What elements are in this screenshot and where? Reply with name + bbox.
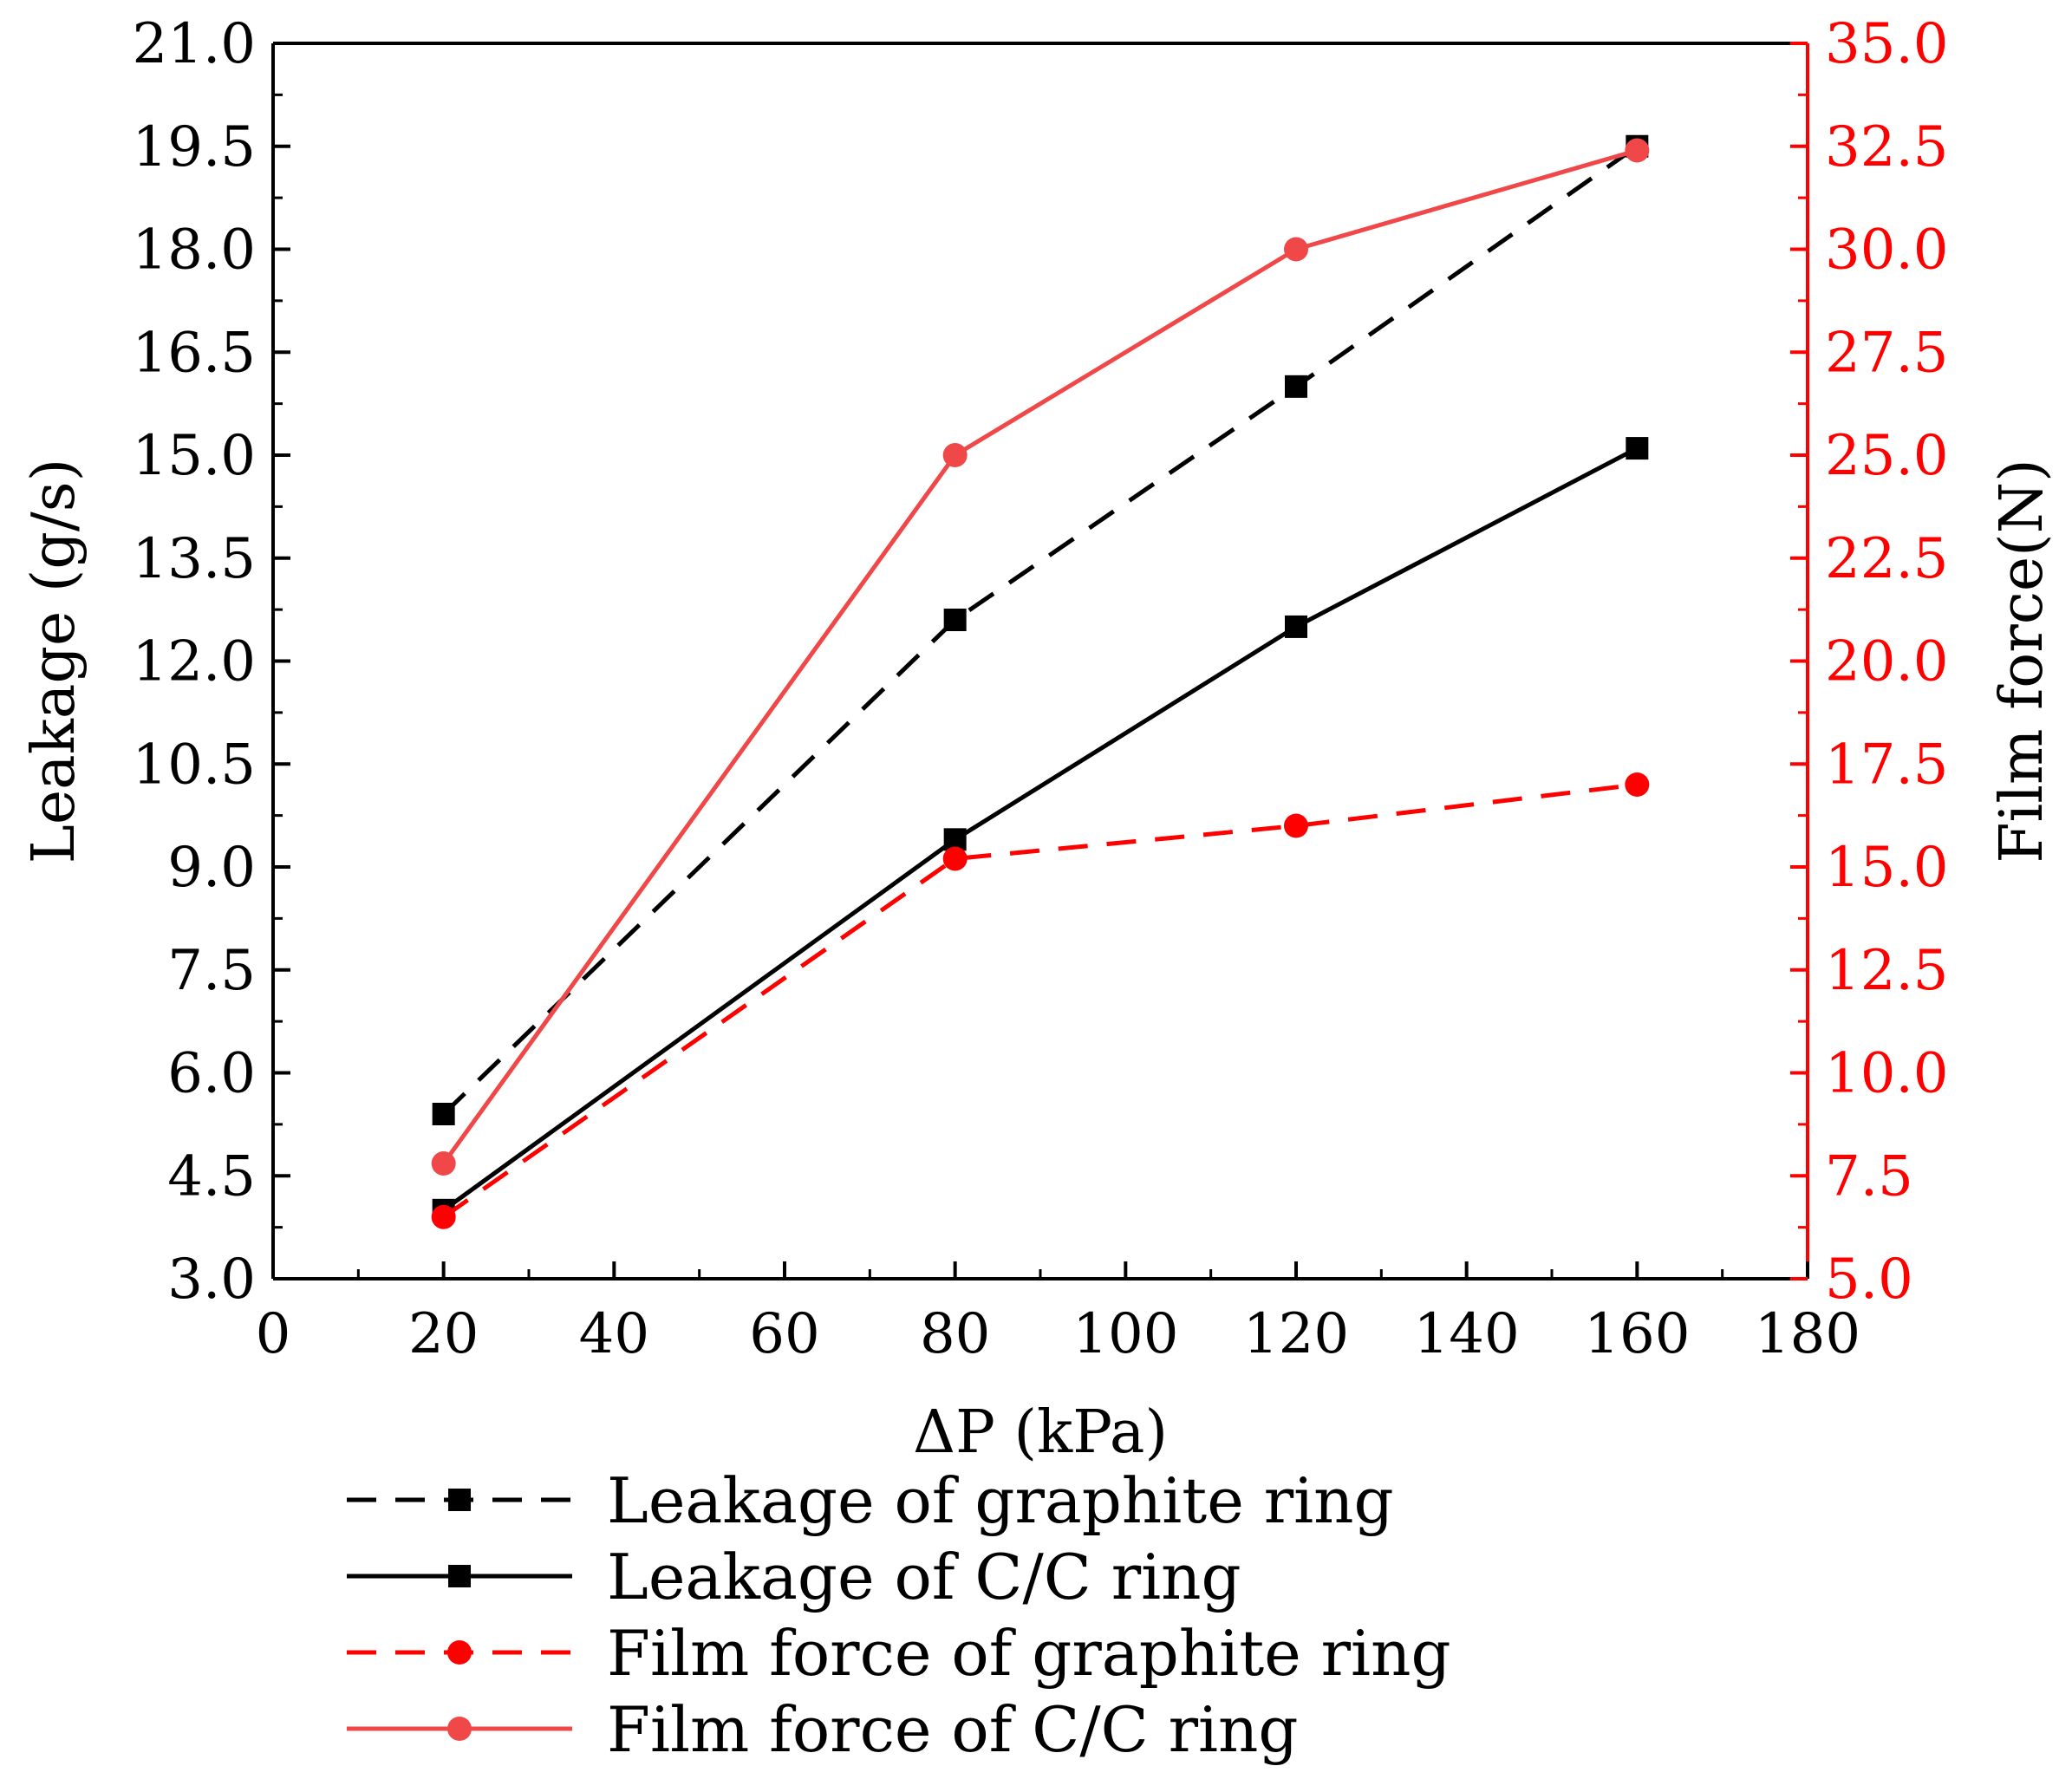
data-point-film-force-of-graphite-ring: [1284, 813, 1308, 838]
y-right-tick-label: 17.5: [1825, 733, 1949, 797]
data-point-film-force-of-c-c-ring: [431, 1151, 456, 1176]
y-left-tick-label: 12.0: [133, 630, 257, 694]
data-point-film-force-of-c-c-ring: [1625, 138, 1650, 163]
series-line-leakage-of-graphite-ring: [441, 144, 1639, 1116]
y-left-tick-label: 7.5: [167, 939, 256, 1003]
data-point-leakage-of-graphite-ring: [943, 609, 967, 631]
y-right-tick-label: 27.5: [1825, 321, 1949, 385]
axes-layer: 0 20 40 60 80 100 120 140 160 180 3.0 4.5 6.0 7.5 9.0 1…: [133, 12, 1949, 1366]
x-tick-label: 180: [1755, 1302, 1860, 1366]
x-tick-label: 60: [749, 1302, 819, 1366]
x-tick-label: 100: [1072, 1302, 1178, 1366]
legend-marker-leakage-of-graphite-ring: [448, 1489, 471, 1511]
series-line-film-force-of-graphite-ring: [442, 782, 1638, 1219]
x-tick-label: 160: [1584, 1302, 1690, 1366]
legend-marker-film-force-of-graphite-ring: [447, 1640, 472, 1665]
y-right-tick-label: 15.0: [1825, 836, 1949, 900]
x-tick-label: 120: [1243, 1302, 1349, 1366]
y-left-tick-label: 18.0: [133, 218, 257, 283]
y-right-tick-label: 10.0: [1825, 1042, 1949, 1106]
y-left-tick-label: 19.5: [133, 115, 257, 179]
x-tick-label: 80: [920, 1302, 990, 1366]
series-line-leakage-of-c-c-ring: [442, 446, 1639, 1212]
y-right-tick-label: 22.5: [1825, 527, 1949, 591]
y-right-tick-label: 32.5: [1825, 115, 1949, 179]
legend-label: Leakage of graphite ring: [607, 1464, 1394, 1537]
y-right-tick-label: 12.5: [1825, 939, 1949, 1003]
y-right-tick-label: 25.0: [1825, 424, 1949, 488]
y-right-tick-label: 20.0: [1825, 630, 1949, 694]
data-point-film-force-of-c-c-ring: [1284, 237, 1308, 262]
y-right-tick-label: 5.0: [1825, 1248, 1913, 1312]
y-left-tick-label: 10.5: [133, 733, 257, 797]
series-layer: [431, 134, 1650, 1229]
data-point-leakage-of-graphite-ring: [432, 1103, 455, 1125]
series-line-film-force-of-c-c-ring: [441, 148, 1639, 1165]
x-axis-title: ΔP (kPa): [913, 1398, 1168, 1467]
data-point-leakage-of-graphite-ring: [1285, 375, 1307, 398]
y-left-tick-label: 9.0: [167, 836, 256, 900]
data-point-leakage-of-c-c-ring: [1285, 615, 1307, 638]
y-right-tick-label: 30.0: [1825, 218, 1949, 283]
legend-label: Film force of C/C ring: [607, 1693, 1299, 1766]
y-left-tick-label: 21.0: [133, 12, 257, 76]
y-left-tick-label: 4.5: [167, 1144, 256, 1209]
x-tick-label: 0: [256, 1302, 291, 1366]
y-left-tick-label: 6.0: [167, 1042, 256, 1106]
legend-marker-leakage-of-c-c-ring: [448, 1565, 471, 1587]
y-left-tick-label: 15.0: [133, 424, 257, 488]
y-right-tick-label: 35.0: [1825, 12, 1949, 76]
x-tick-label: 140: [1414, 1302, 1520, 1366]
data-point-film-force-of-graphite-ring: [431, 1204, 456, 1229]
x-tick-label: 40: [579, 1302, 649, 1366]
y-left-tick-label: 16.5: [133, 321, 257, 385]
data-point-film-force-of-graphite-ring: [942, 846, 968, 871]
y-left-tick-label: 3.0: [167, 1248, 256, 1312]
legend-label: Film force of graphite ring: [607, 1617, 1451, 1690]
data-point-film-force-of-c-c-ring: [942, 443, 968, 467]
y-axis-left-title: Leakage (g/s): [20, 459, 88, 863]
x-tick-label: 20: [408, 1302, 479, 1366]
data-point-leakage-of-c-c-ring: [1626, 437, 1649, 460]
y-axis-right-title: Film force(N): [1988, 459, 2056, 863]
data-point-film-force-of-graphite-ring: [1625, 772, 1650, 797]
y-left-tick-label: 13.5: [133, 527, 257, 591]
legend-label: Leakage of C/C ring: [607, 1541, 1241, 1613]
y-right-tick-label: 7.5: [1825, 1144, 1913, 1209]
labels-layer: ΔP (kPa) Leakage (g/s) Film force(N): [20, 459, 2056, 1467]
legend-marker-film-force-of-c-c-ring: [447, 1717, 472, 1741]
